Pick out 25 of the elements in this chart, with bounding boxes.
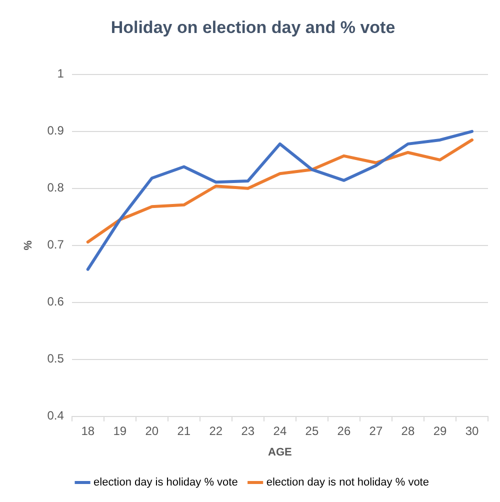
y-tick-label: 0.5 xyxy=(47,352,64,366)
legend-label: election day is holiday % vote xyxy=(94,476,238,489)
x-tick-label: 21 xyxy=(177,424,191,438)
x-tick-label: 23 xyxy=(241,424,255,438)
x-axis-title: AGE xyxy=(268,446,292,458)
x-tick-label: 20 xyxy=(145,424,159,438)
y-tick-label: 0.9 xyxy=(47,124,64,138)
x-tick-label: 18 xyxy=(81,424,95,438)
x-tick-label: 28 xyxy=(401,424,415,438)
x-tick-label: 24 xyxy=(273,424,287,438)
x-tick-label: 25 xyxy=(305,424,319,438)
y-tick-label: 0.6 xyxy=(47,294,64,309)
legend-label: election day is not holiday % vote xyxy=(266,476,429,489)
x-tick-label: 27 xyxy=(369,424,383,438)
x-tick-label: 22 xyxy=(209,424,223,438)
x-tick-label: 26 xyxy=(337,424,351,438)
y-axis-title: % xyxy=(22,240,35,250)
chart-title: Holiday on election day and % vote xyxy=(110,18,396,37)
y-tick-label: 0.4 xyxy=(47,408,64,423)
x-tick-label: 29 xyxy=(433,424,447,438)
y-tick-label: 0.7 xyxy=(47,238,64,252)
x-tick-label: 19 xyxy=(113,424,127,438)
x-tick-label: 30 xyxy=(465,424,479,438)
y-tick-label: 0.8 xyxy=(47,180,64,195)
y-tick-label: 1 xyxy=(57,66,64,81)
